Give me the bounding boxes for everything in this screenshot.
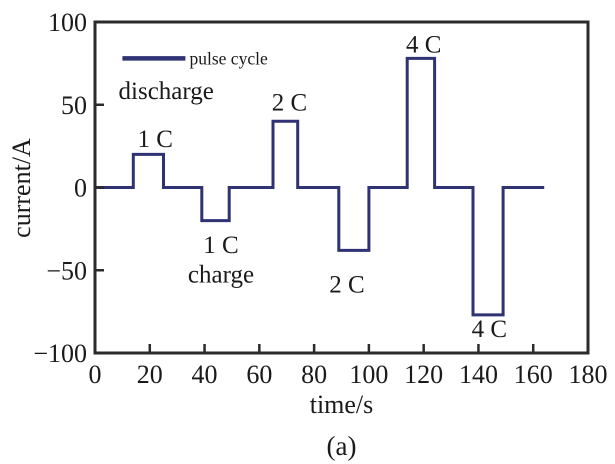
annotation-0-discharge: discharge [119, 78, 214, 105]
pulse-cycle-line [95, 56, 545, 317]
annotation-2-2-c: 2 C [272, 89, 307, 116]
x-tick-label-2: 40 [192, 360, 218, 389]
x-tick-label-0: 0 [89, 360, 102, 389]
x-tick-label-4: 80 [301, 360, 327, 389]
annotation-6-2-c: 2 C [329, 271, 364, 298]
x-tick-label-1: 20 [137, 360, 163, 389]
axis-box [93, 20, 590, 355]
x-tick-label-8: 160 [514, 360, 553, 389]
x-tick-label-3: 60 [246, 360, 272, 389]
x-tick-label-7: 140 [459, 360, 498, 389]
x-tick-label-5: 100 [349, 360, 388, 389]
y-tick-label-3: 50 [61, 91, 87, 120]
annotation-5-charge: charge [188, 262, 254, 289]
annotation-1-1-c: 1 C [138, 126, 173, 153]
x-tick-label-9: 180 [569, 360, 608, 389]
annotation-3-4-c: 4 C [406, 32, 441, 59]
annotation-7-4-c: 4 C [472, 316, 507, 343]
figure-caption: (a) [326, 431, 357, 461]
legend-label: pulse cycle [189, 48, 267, 68]
y-tick-label-0: −100 [33, 339, 87, 368]
y-axis-label: current/A [7, 138, 36, 238]
y-tick-label-4: 100 [48, 8, 87, 37]
y-tick-label-1: −50 [46, 256, 87, 285]
x-tick-label-6: 120 [404, 360, 443, 389]
annotation-4-1-c: 1 C [203, 232, 238, 259]
x-axis-label: time/s [309, 390, 374, 419]
y-tick-label-2: 0 [74, 174, 87, 203]
